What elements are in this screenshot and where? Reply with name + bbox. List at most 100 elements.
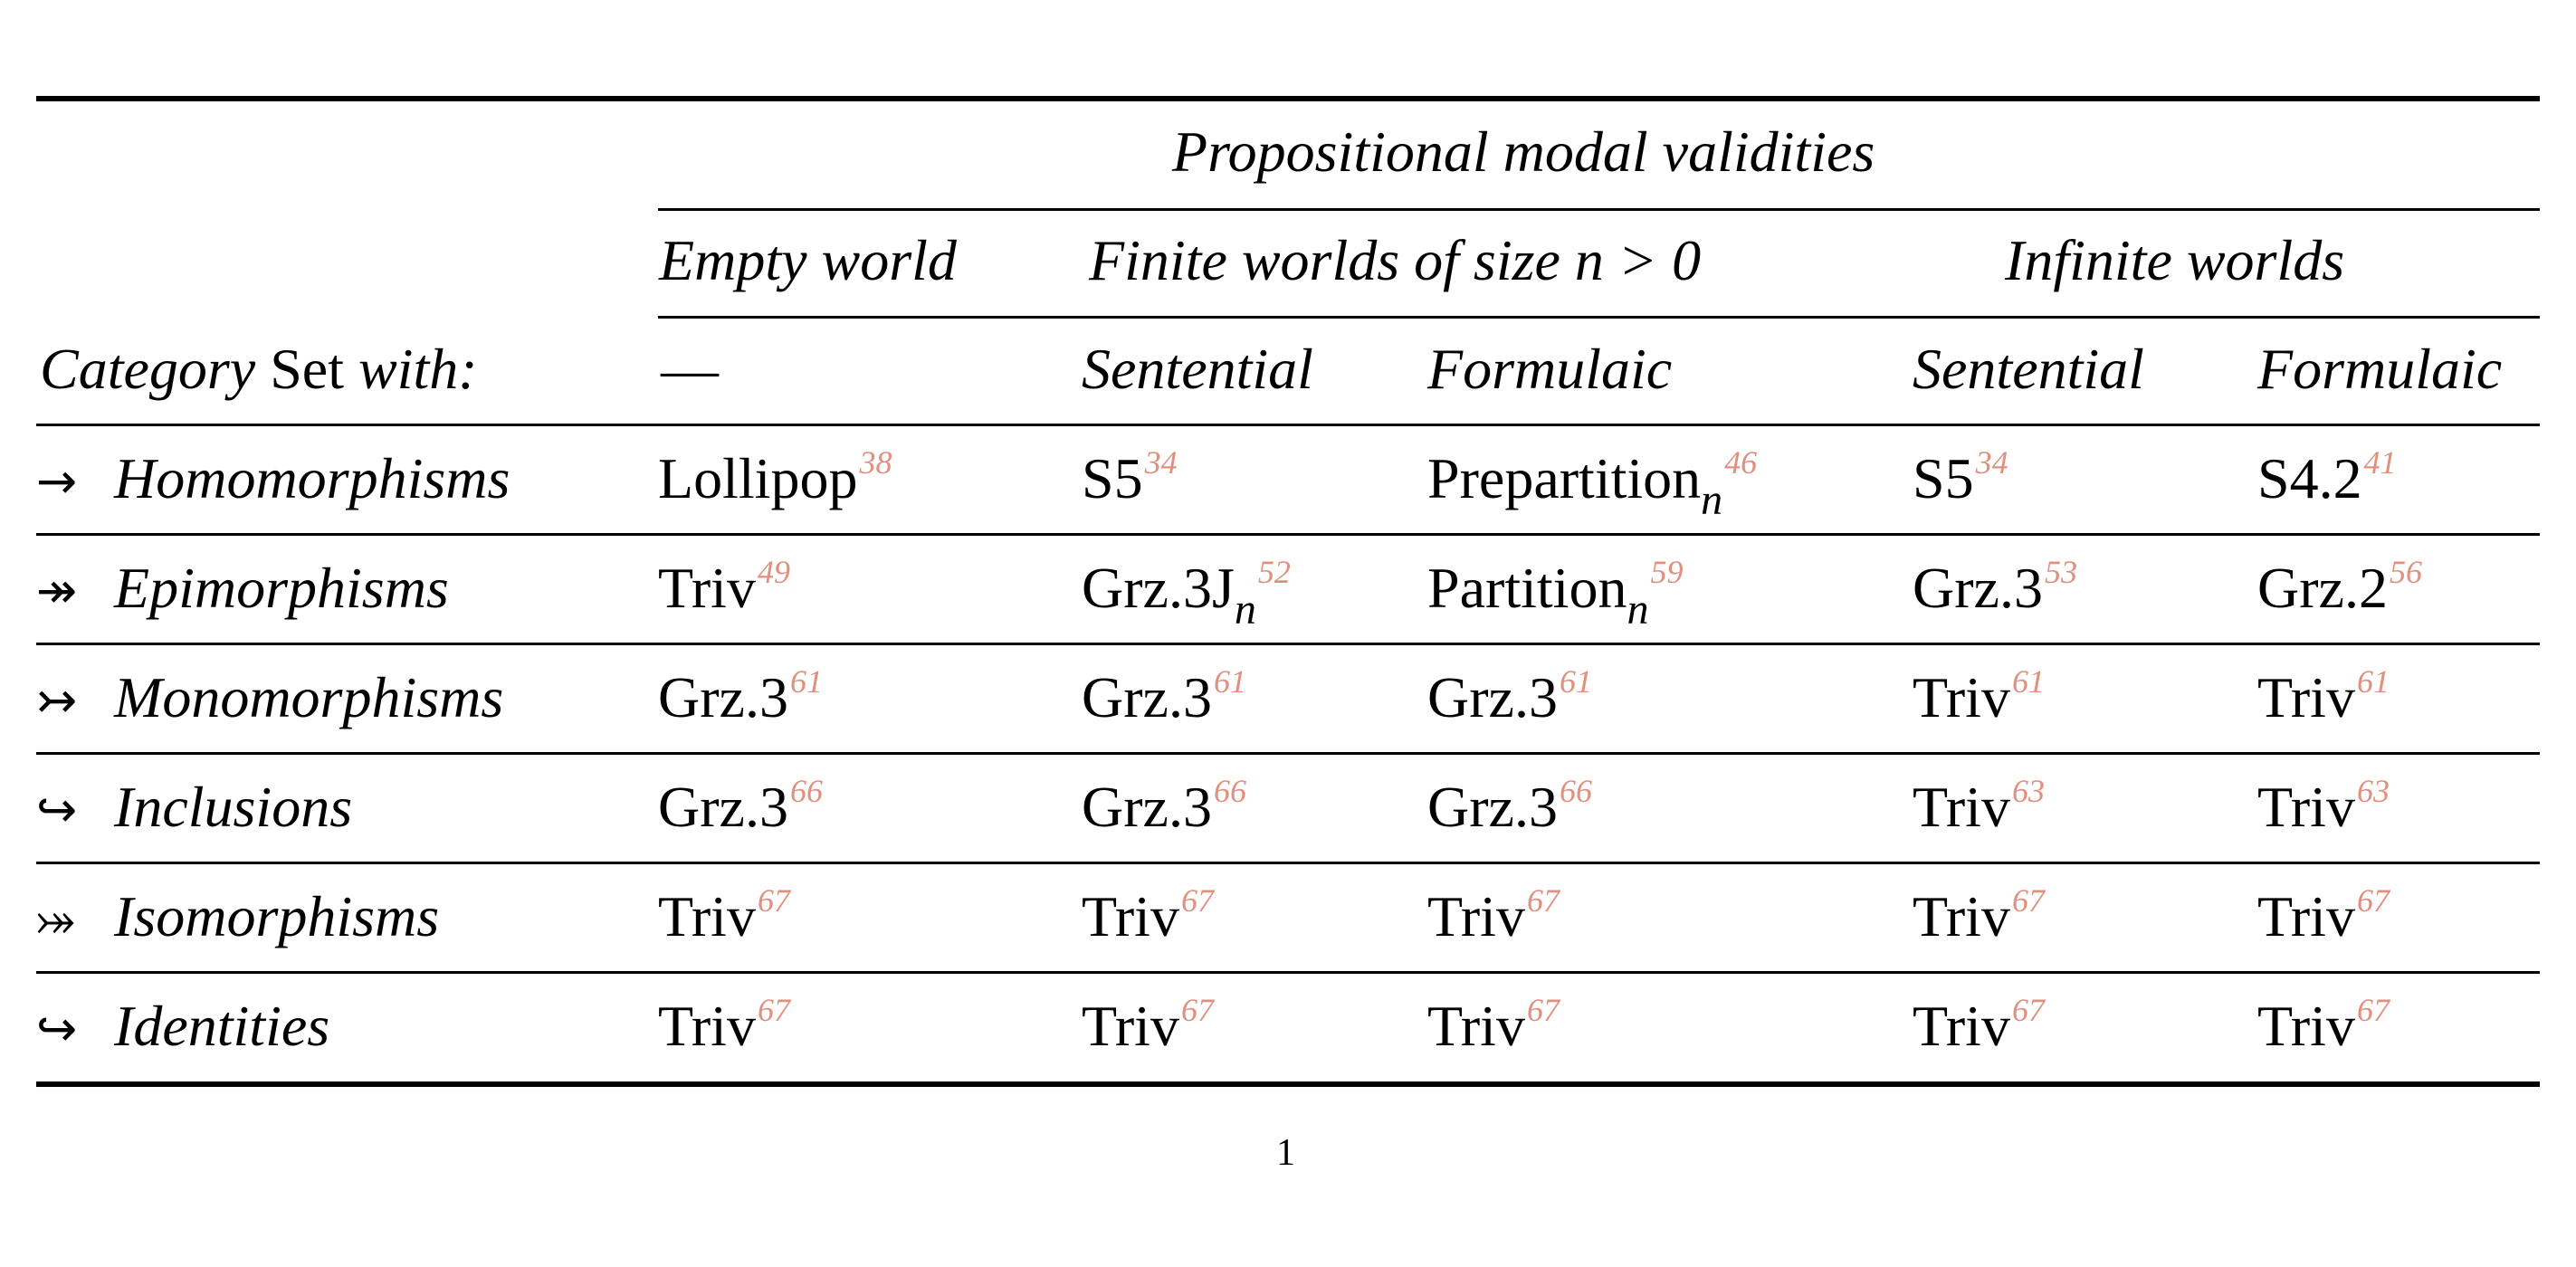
reference-link[interactable]: 63 <box>2011 773 2045 809</box>
subscript: n <box>1701 476 1723 524</box>
logic-name: Grz.3 <box>1082 775 1212 839</box>
page-number: 1 <box>1276 1132 1295 1174</box>
table-cell: S534 <box>1082 446 1178 508</box>
morphism-arrow-icon: ↪ <box>36 781 78 838</box>
group-header-finite: Finite worlds of size n > 0 <box>1089 228 1702 292</box>
table-cell: Grz.366 <box>1082 775 1246 839</box>
reference-link[interactable]: 38 <box>859 444 892 481</box>
logic-name: Triv <box>1082 994 1179 1058</box>
table-cell: Triv63 <box>2257 775 2390 839</box>
logic-name: Grz.3 <box>658 775 788 839</box>
table-cell: Grz.256 <box>2257 556 2422 617</box>
table-cell: Partitionn59 <box>1427 556 1683 632</box>
logic-name: Triv <box>1913 665 2010 729</box>
reference-link[interactable]: 67 <box>2356 882 2390 919</box>
logic-name: Grz.3 <box>1427 775 1558 839</box>
corner-label: Category Set with: <box>40 340 478 398</box>
reference-link[interactable]: 67 <box>2356 992 2390 1028</box>
reference-link[interactable]: 61 <box>1559 663 1592 700</box>
subheader-finite-formulaic: Formulaic <box>1427 337 1673 401</box>
reference-link[interactable]: 67 <box>757 882 790 919</box>
row-label: ↣ Monomorphisms <box>36 669 503 727</box>
reference-link[interactable]: 61 <box>2011 663 2045 700</box>
table-cell: Triv61 <box>1913 665 2045 727</box>
subheader-finite-sentential: Sentential <box>1082 337 1313 401</box>
logic-name: Triv <box>2257 775 2355 839</box>
reference-link[interactable]: 34 <box>1975 444 2008 481</box>
reference-link[interactable]: 67 <box>2011 882 2045 919</box>
reference-link[interactable]: 61 <box>2356 663 2390 700</box>
table-cell: Triv67 <box>658 884 790 946</box>
table-cell: Triv67 <box>1082 994 1214 1058</box>
row-label-text: Identities <box>114 994 330 1058</box>
logic-name: Triv <box>658 556 756 620</box>
super-header-rule <box>658 208 2540 211</box>
super-header: Propositional modal validities <box>1172 119 1875 184</box>
table-cell: Grz.361 <box>1082 665 1246 727</box>
reference-link[interactable]: 67 <box>1526 992 1560 1028</box>
table-cell: Triv67 <box>2257 994 2390 1058</box>
logic-name: Triv <box>2257 994 2355 1058</box>
reference-link[interactable]: 61 <box>1213 663 1246 700</box>
table-cell: Triv67 <box>658 994 790 1058</box>
row-label-text: Isomorphisms <box>114 884 440 948</box>
logic-name: Prepartition <box>1427 446 1702 510</box>
table-cell: Triv67 <box>1913 994 2045 1058</box>
reference-link[interactable]: 46 <box>1724 444 1758 481</box>
reference-link[interactable]: 67 <box>1180 882 1214 919</box>
table-cell: Triv49 <box>658 556 790 620</box>
table-cell: S4.241 <box>2257 446 2397 508</box>
table-cell: Triv67 <box>1082 884 1214 946</box>
row-label-text: Homomorphisms <box>114 446 510 510</box>
reference-link[interactable]: 66 <box>1213 773 1246 809</box>
reference-link[interactable]: 67 <box>757 992 790 1028</box>
reference-link[interactable]: 34 <box>1144 444 1178 481</box>
table-cell: Grz.366 <box>658 775 823 839</box>
reference-link[interactable]: 66 <box>1559 773 1592 809</box>
logic-name: S5 <box>1913 446 1974 510</box>
subscript: n <box>1234 586 1256 634</box>
logic-name: S4.2 <box>2257 446 2362 510</box>
corner-category: Category <box>40 337 256 401</box>
subscript: n <box>1627 586 1649 634</box>
reference-link[interactable]: 63 <box>2356 773 2390 809</box>
table-cell: Lollipop38 <box>658 446 892 508</box>
row-rule <box>36 533 2540 536</box>
table-cell: Triv61 <box>2257 665 2390 727</box>
logic-name: Grz.3J <box>1082 556 1235 620</box>
logic-name: Grz.3 <box>1427 665 1558 729</box>
row-rule <box>36 643 2540 645</box>
reference-link[interactable]: 66 <box>789 773 823 809</box>
reference-link[interactable]: 61 <box>789 663 823 700</box>
table-cell: Grz.353 <box>1913 556 2077 620</box>
reference-link[interactable]: 49 <box>757 554 790 590</box>
reference-link[interactable]: 67 <box>1180 992 1214 1028</box>
logic-name: Triv <box>1913 884 2010 948</box>
row-label-text: Monomorphisms <box>114 665 504 729</box>
row-label-text: Epimorphisms <box>114 556 449 620</box>
reference-link[interactable]: 67 <box>2011 992 2045 1028</box>
table-cell: Triv67 <box>1913 884 2045 946</box>
corner-set: Set <box>270 337 344 401</box>
table-cell: Triv63 <box>1913 775 2045 836</box>
logic-name: Triv <box>2257 884 2355 948</box>
row-rule <box>36 971 2540 974</box>
table-cell: Triv67 <box>1427 884 1560 946</box>
logic-name: Grz.3 <box>1913 556 2043 620</box>
logic-name: Triv <box>1913 994 2010 1058</box>
reference-link[interactable]: 53 <box>2044 554 2077 590</box>
morphism-arrow-icon: → <box>36 452 78 510</box>
morphism-arrow-icon: ↪ <box>36 1000 78 1057</box>
logic-name: Triv <box>658 994 756 1058</box>
table-cell: Prepartitionn46 <box>1427 446 1757 522</box>
table-cell: Grz.361 <box>658 665 823 727</box>
reference-link[interactable]: 67 <box>1526 882 1560 919</box>
group-header-empty: Empty world <box>659 228 957 292</box>
group-header-infinite: Infinite worlds <box>2005 228 2345 292</box>
logic-name: Grz.3 <box>1082 665 1212 729</box>
reference-link[interactable]: 41 <box>2363 444 2397 481</box>
reference-link[interactable]: 56 <box>2389 554 2422 590</box>
row-label: ↪ Inclusions <box>36 778 352 836</box>
reference-link[interactable]: 52 <box>1257 554 1291 590</box>
reference-link[interactable]: 59 <box>1650 554 1684 590</box>
